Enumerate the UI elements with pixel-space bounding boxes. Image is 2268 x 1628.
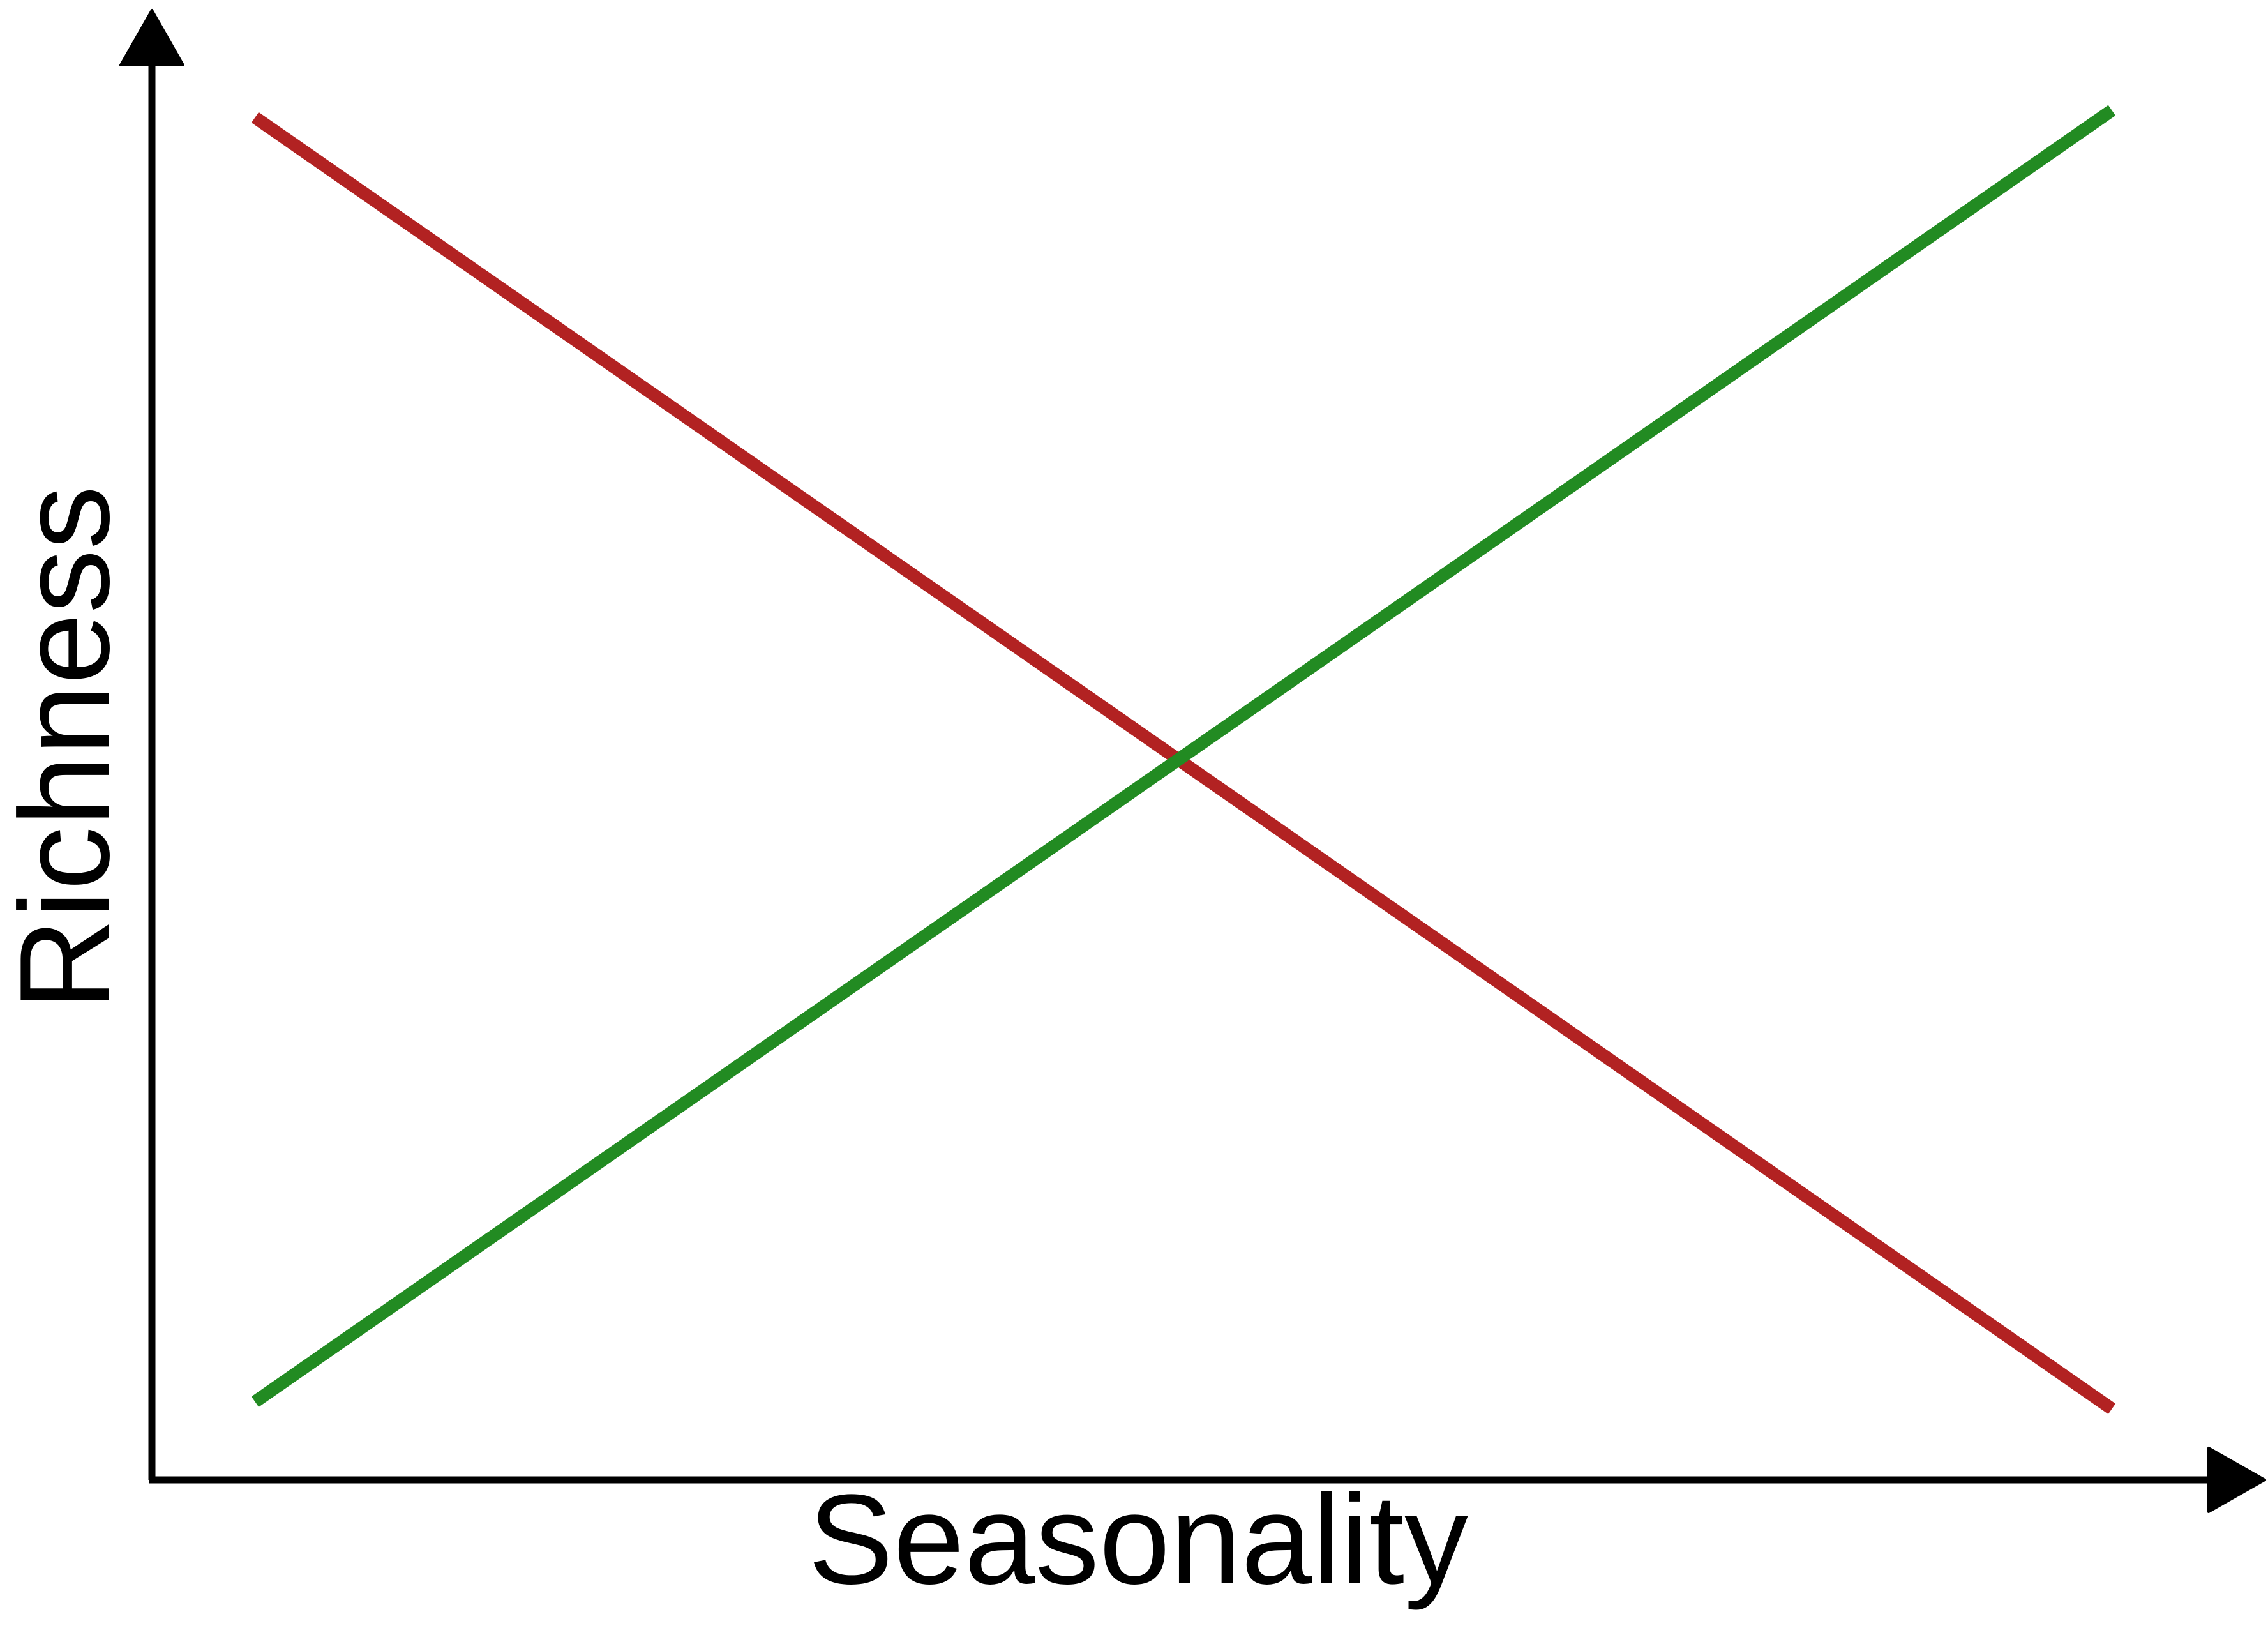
x-axis-arrow-icon xyxy=(2207,1447,2266,1513)
y-axis xyxy=(119,9,184,1480)
x-axis xyxy=(149,1447,2266,1513)
plot-area xyxy=(251,105,2116,1415)
series-layer xyxy=(251,105,2116,1415)
x-axis-title: Seasonality xyxy=(808,1468,1468,1611)
y-axis-arrow-icon xyxy=(119,9,184,66)
y-axis-title: Richness xyxy=(0,486,136,1011)
series-line-2 xyxy=(251,105,2116,1407)
